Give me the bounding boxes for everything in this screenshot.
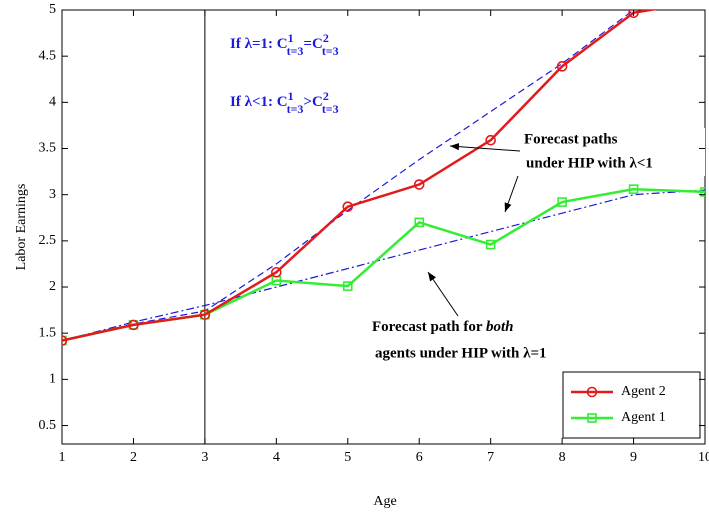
x-tick-label: 7	[487, 450, 494, 465]
annotation-bg	[518, 128, 705, 176]
plot-layer	[62, 0, 709, 444]
arrow	[427, 271, 459, 317]
marker	[628, 10, 639, 19]
x-tick-label: 2	[130, 450, 137, 465]
marker	[628, 184, 639, 194]
annotation: under HIP with λ<1	[526, 155, 653, 171]
legend-label: Agent 1	[621, 410, 666, 425]
y-tick-label: 4	[49, 95, 56, 110]
legend: Agent 2 Agent 1	[562, 371, 701, 439]
marker	[700, 187, 705, 197]
x-tick-label: 6	[416, 450, 423, 465]
equation-2: If λ<1: C1 t=3>C2 t=3	[230, 89, 339, 116]
marker	[413, 179, 425, 190]
y-axis-label: Labor Earnings	[14, 184, 29, 271]
marker	[556, 61, 568, 72]
y-tick-label: 3	[49, 187, 56, 202]
legend-label: Agent 2	[621, 384, 666, 399]
y-tick-label: 0.5	[39, 418, 57, 433]
annotation: Forecast path for both	[372, 319, 514, 335]
y-tick-label: 5	[49, 2, 56, 17]
marker	[557, 197, 567, 207]
series-line	[62, 10, 658, 342]
marker	[701, 0, 709, 5]
marker	[271, 266, 282, 278]
arrow	[504, 175, 519, 213]
x-tick-label: 3	[201, 450, 208, 465]
marker	[342, 281, 353, 291]
forecast-line	[62, 10, 634, 342]
marker	[342, 201, 354, 212]
y-tick-label: 1	[49, 372, 56, 387]
forecast-line	[62, 189, 705, 342]
x-tick-label: 10	[698, 450, 709, 465]
marker	[485, 134, 496, 146]
arrow	[449, 143, 521, 152]
marker	[128, 319, 139, 331]
x-tick-label: 8	[559, 450, 566, 465]
y-tick-label: 3.5	[39, 141, 57, 156]
annotation: agents under HIP with λ=1	[375, 345, 547, 361]
x-tick-label: 1	[59, 450, 66, 465]
marker	[485, 239, 496, 250]
marker	[414, 217, 425, 228]
legend-box	[562, 371, 701, 439]
annotation: Forecast paths	[524, 131, 618, 147]
y-tick-label: 1.5	[39, 325, 57, 340]
equation-1: If λ=1: C1 t=3=C2 t=3	[230, 31, 339, 58]
y-tick-label: 4.5	[39, 48, 57, 63]
x-axis-label: Age	[373, 494, 396, 509]
x-tick-label: 4	[273, 450, 280, 465]
x-tick-label: 5	[344, 450, 351, 465]
x-tick-label: 9	[630, 450, 637, 465]
y-tick-label: 2.5	[39, 233, 57, 248]
marker	[62, 335, 68, 346]
marker	[199, 309, 211, 321]
y-tick-label: 2	[49, 279, 56, 294]
marker	[586, 386, 598, 398]
marker	[587, 413, 597, 423]
